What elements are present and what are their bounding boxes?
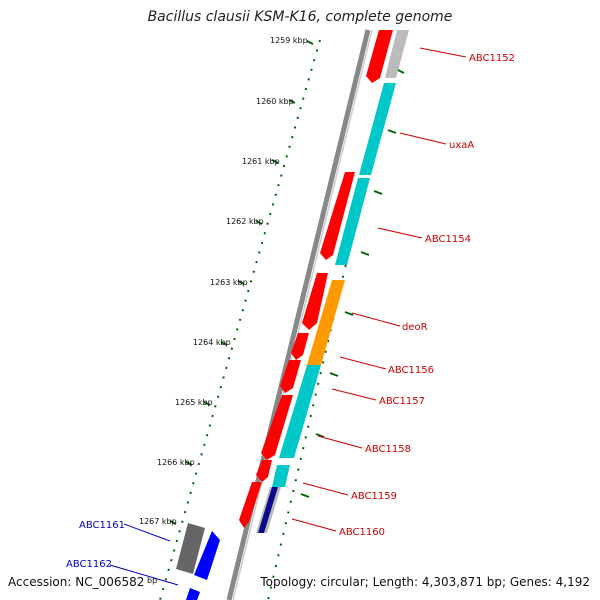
gene-arrow (385, 30, 409, 78)
gene-arrow (186, 588, 200, 600)
reverse-strand-genes (256, 30, 409, 533)
tick-label: 1264 kbp (193, 338, 231, 347)
scale-line-inner (159, 39, 321, 600)
gene-arrow (335, 178, 370, 265)
gene-label: ABC1162 (66, 559, 112, 570)
accession-text: Accession: NC_006582 (8, 575, 145, 589)
gene-label: ABC1159 (351, 491, 397, 502)
gene-arrow (291, 333, 309, 360)
leader-lines (109, 47, 467, 586)
gene-label: deoR (402, 322, 428, 333)
tick-label: 1262 kbp (226, 217, 264, 226)
tick-label: 1265 kbp (175, 398, 213, 407)
gene-arrow (256, 460, 272, 482)
tick-label: 1259 kbp (270, 36, 308, 45)
tick-label: bp (147, 576, 157, 585)
map-title: Bacillus clausii KSM-K16, complete genom… (147, 9, 453, 25)
gene-arrow (279, 365, 321, 458)
lower-genes (176, 523, 220, 600)
tick-label: 1266 kbp (157, 458, 195, 467)
tick-label: 1263 kbp (210, 278, 248, 287)
backbone-line-light (232, 29, 373, 600)
gene-label: ABC1157 (379, 396, 425, 407)
gene-label: ABC1156 (388, 365, 434, 376)
tick-label: 1261 kbp (242, 157, 280, 166)
gene-arrow (320, 172, 355, 260)
gene-label: ABC1161 (79, 520, 125, 531)
gene-arrow (258, 487, 278, 533)
gene-labels: ABC1152 uxaA ABC1154 deoR ABC1156 ABC115… (66, 53, 515, 570)
forward-strand-genes (239, 30, 393, 528)
gene-arrow (176, 523, 205, 574)
gene-label: uxaA (449, 140, 474, 151)
gene-label: ABC1154 (425, 234, 471, 245)
tick-marks (169, 40, 405, 525)
tick-label: 1267 kbp (139, 517, 177, 526)
gene-label: ABC1158 (365, 444, 411, 455)
gene-arrow (261, 395, 293, 460)
topology-text: Topology: circular; Length: 4,303,871 bp… (260, 575, 590, 589)
gene-arrow (239, 482, 262, 528)
gene-arrow (302, 273, 328, 330)
gene-label: ABC1160 (339, 527, 385, 538)
gene-arrow (272, 465, 290, 487)
gene-arrow (366, 30, 393, 83)
kbp-labels: 1259 kbp 1260 kbp 1261 kbp 1262 kbp 1263… (139, 36, 308, 585)
gene-label: ABC1152 (469, 53, 515, 64)
tick-label: 1260 kbp (256, 97, 294, 106)
gene-arrow (194, 531, 220, 580)
gene-arrow (280, 360, 301, 393)
gene-arrow (359, 83, 396, 175)
gene-arrow (307, 280, 345, 365)
